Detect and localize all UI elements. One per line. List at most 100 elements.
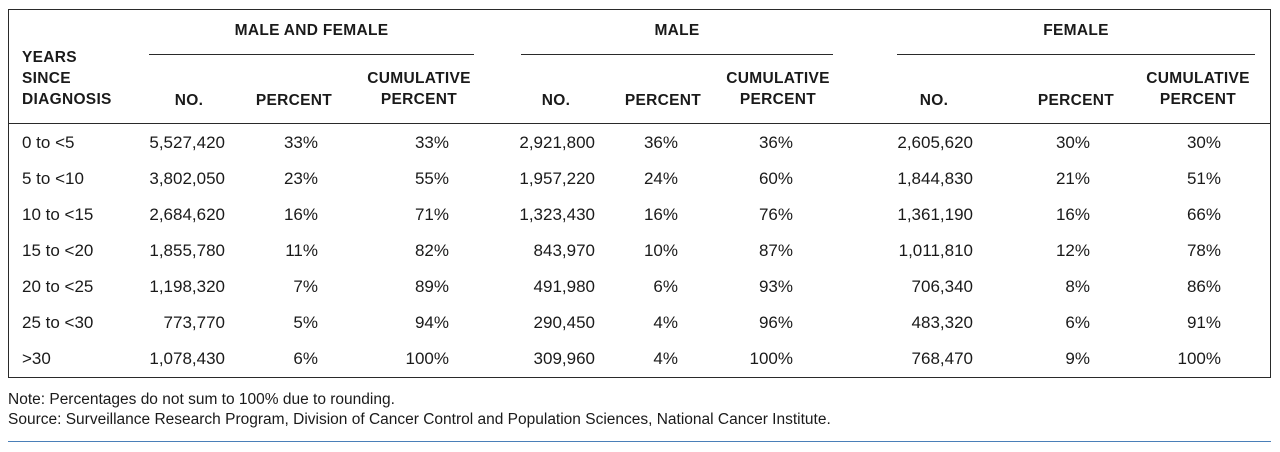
cell-f-cumulative: 100% <box>1177 349 1221 368</box>
survivors-table: YEARS SINCE DIAGNOSIS MALE AND FEMALE MA… <box>8 9 1271 378</box>
cell-years: 0 to <5 <box>22 133 75 152</box>
cell-mf-percent: 7% <box>293 277 318 296</box>
cell-years: 10 to <15 <box>22 205 94 224</box>
cell-mf-no: 2,684,620 <box>149 205 225 224</box>
cell-mf-no: 3,802,050 <box>149 169 225 188</box>
cell-m-no: 309,960 <box>533 349 595 368</box>
col-mf-cumulative-line-2: PERCENT <box>380 91 458 108</box>
cell-mf-percent: 5% <box>293 313 318 332</box>
cell-mf-no: 773,770 <box>163 313 225 332</box>
table-row: 10 to <15 2,684,620 16% 71% 1,323,430 16… <box>9 197 1270 233</box>
cell-mf-no: 1,855,780 <box>149 241 225 260</box>
col-m-cumulative-line-1: CUMULATIVE <box>726 70 830 87</box>
cell-m-percent: 36% <box>643 133 678 152</box>
cell-f-cumulative: 66% <box>1186 205 1221 224</box>
cell-mf-cumulative: 89% <box>414 277 449 296</box>
cell-years: 20 to <25 <box>22 277 94 296</box>
group-rule-male <box>521 54 833 55</box>
cell-f-percent: 12% <box>1055 241 1090 260</box>
cell-m-no: 491,980 <box>533 277 595 296</box>
table-row: 5 to <10 3,802,050 23% 55% 1,957,220 24%… <box>9 161 1270 197</box>
cell-mf-no: 5,527,420 <box>149 133 225 152</box>
cell-mf-cumulative: 55% <box>414 169 449 188</box>
header-years-line-3: DIAGNOSIS <box>22 91 112 108</box>
cell-f-cumulative: 51% <box>1186 169 1221 188</box>
col-mf-cumulative-line-1: CUMULATIVE <box>367 70 471 87</box>
cell-m-percent: 10% <box>643 241 678 260</box>
col-m-cumulative-line-2: PERCENT <box>739 91 817 108</box>
cell-f-no: 768,470 <box>911 349 973 368</box>
cell-f-no: 2,605,620 <box>897 133 973 152</box>
cell-m-cumulative: 100% <box>749 349 793 368</box>
bottom-accent-rule <box>8 441 1271 442</box>
cell-m-no: 2,921,800 <box>519 133 595 152</box>
col-f-cumulative-line-2: PERCENT <box>1159 91 1237 108</box>
cell-f-percent: 6% <box>1065 313 1090 332</box>
cell-f-no: 1,361,190 <box>897 205 973 224</box>
cell-m-percent: 4% <box>653 313 678 332</box>
cell-mf-percent: 6% <box>293 349 318 368</box>
footnote-note: Note: Percentages do not sum to 100% due… <box>8 391 395 408</box>
cell-f-no: 483,320 <box>911 313 973 332</box>
cell-m-cumulative: 36% <box>758 133 793 152</box>
cell-mf-percent: 16% <box>283 205 318 224</box>
col-f-cumulative-line-1: CUMULATIVE <box>1146 70 1250 87</box>
col-f-no: NO. <box>919 92 949 109</box>
table-row: 25 to <30 773,770 5% 94% 290,450 4% 96% … <box>9 305 1270 341</box>
cell-mf-cumulative: 100% <box>405 349 449 368</box>
cell-f-cumulative: 86% <box>1186 277 1221 296</box>
cell-m-percent: 4% <box>653 349 678 368</box>
cell-f-percent: 21% <box>1055 169 1090 188</box>
cell-f-no: 1,844,830 <box>897 169 973 188</box>
group-male-and-female: MALE AND FEMALE <box>234 22 389 39</box>
cell-f-percent: 16% <box>1055 205 1090 224</box>
cell-mf-percent: 23% <box>283 169 318 188</box>
cell-m-percent: 6% <box>653 277 678 296</box>
col-mf-no: NO. <box>174 92 204 109</box>
cell-mf-cumulative: 82% <box>414 241 449 260</box>
cell-mf-cumulative: 94% <box>414 313 449 332</box>
cell-m-cumulative: 96% <box>758 313 793 332</box>
cell-m-cumulative: 76% <box>758 205 793 224</box>
header-years-line-1: YEARS <box>22 49 77 66</box>
group-rule-male-and-female <box>149 54 474 55</box>
cell-mf-cumulative: 71% <box>414 205 449 224</box>
cell-years: 25 to <30 <box>22 313 94 332</box>
cell-mf-percent: 33% <box>283 133 318 152</box>
cell-m-cumulative: 93% <box>758 277 793 296</box>
cell-m-no: 290,450 <box>533 313 595 332</box>
cell-f-no: 1,011,810 <box>898 241 973 260</box>
cell-f-no: 706,340 <box>911 277 973 296</box>
table-row: 0 to <5 5,527,420 33% 33% 2,921,800 36% … <box>9 125 1270 161</box>
header-years-line-2: SINCE <box>22 70 71 87</box>
group-rule-female <box>897 54 1255 55</box>
cell-m-no: 843,970 <box>533 241 595 260</box>
cell-f-percent: 9% <box>1065 349 1090 368</box>
cell-f-cumulative: 91% <box>1186 313 1221 332</box>
cell-f-cumulative: 78% <box>1186 241 1221 260</box>
cell-f-cumulative: 30% <box>1186 133 1221 152</box>
col-mf-percent: PERCENT <box>255 92 333 109</box>
col-m-percent: PERCENT <box>624 92 702 109</box>
cell-m-cumulative: 60% <box>758 169 793 188</box>
table-row: 15 to <20 1,855,780 11% 82% 843,970 10% … <box>9 233 1270 269</box>
group-male: MALE <box>654 22 700 39</box>
table-row: 20 to <25 1,198,320 7% 89% 491,980 6% 93… <box>9 269 1270 305</box>
cell-m-percent: 16% <box>643 205 678 224</box>
cell-m-percent: 24% <box>643 169 678 188</box>
cell-m-no: 1,957,220 <box>519 169 595 188</box>
cell-mf-cumulative: 33% <box>414 133 449 152</box>
table-header: YEARS SINCE DIAGNOSIS MALE AND FEMALE MA… <box>9 10 1270 124</box>
cell-m-cumulative: 87% <box>758 241 793 260</box>
cell-f-percent: 30% <box>1055 133 1090 152</box>
table-row: >30 1,078,430 6% 100% 309,960 4% 100% 76… <box>9 341 1270 377</box>
group-female: FEMALE <box>1043 22 1109 39</box>
col-f-percent: PERCENT <box>1037 92 1115 109</box>
cell-mf-no: 1,078,430 <box>149 349 225 368</box>
cell-mf-no: 1,198,320 <box>149 277 225 296</box>
col-m-no: NO. <box>541 92 571 109</box>
cell-years: 5 to <10 <box>22 169 84 188</box>
cell-m-no: 1,323,430 <box>519 205 595 224</box>
footnote-source: Source: Surveillance Research Program, D… <box>8 411 831 428</box>
cell-years: >30 <box>22 349 51 368</box>
